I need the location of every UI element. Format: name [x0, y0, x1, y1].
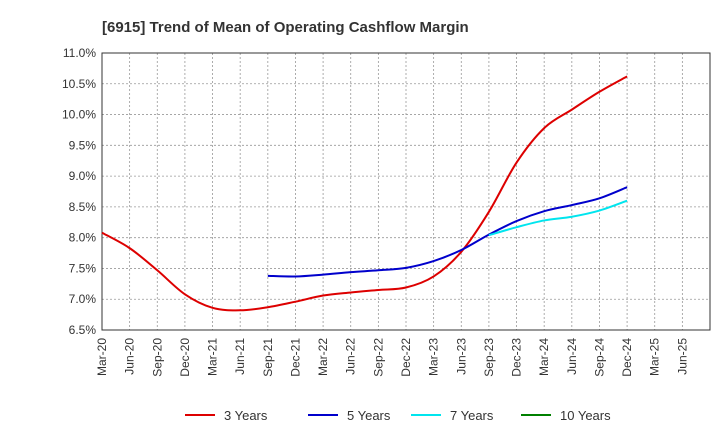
x-tick-label: Jun-21 — [233, 338, 247, 375]
y-tick-label: 8.5% — [69, 200, 97, 214]
x-tick-label: Sep-22 — [371, 338, 385, 377]
x-tick-label: Jun-20 — [123, 338, 137, 375]
x-tick-label: Sep-23 — [482, 338, 496, 377]
x-tick-label: Sep-24 — [592, 338, 606, 377]
x-tick-label: Dec-24 — [620, 338, 634, 377]
series-line-7-years — [488, 199, 628, 237]
y-tick-label: 7.0% — [69, 292, 97, 306]
x-tick-label: Dec-22 — [399, 338, 413, 377]
x-tick-label: Jun-25 — [675, 338, 689, 375]
y-tick-label: 8.0% — [69, 231, 97, 245]
series-line-3-years — [101, 75, 628, 312]
x-tick-label: Mar-25 — [648, 338, 662, 376]
legend-label-5-years: 5 Years — [347, 408, 391, 423]
x-tick-label: Jun-23 — [454, 338, 468, 375]
x-tick-label: Jun-24 — [565, 338, 579, 375]
plot-area: Mar-20 Jun-20 Sep-20 Dec-20 Mar-21 Jun-21 Sep-… — [62, 46, 711, 377]
x-tick-label: Dec-23 — [510, 338, 524, 377]
legend: 3 Years 5 Years 7 Years 10 Years — [185, 408, 611, 423]
y-tick-label: 10.5% — [62, 77, 96, 91]
plot-frame — [101, 52, 711, 331]
x-tick-label: Mar-23 — [427, 338, 441, 376]
legend-label-3-years: 3 Years — [224, 408, 268, 423]
plot-border — [101, 52, 711, 331]
x-tick-label: Sep-21 — [261, 338, 275, 377]
y-tick-label: 9.5% — [69, 138, 97, 152]
legend-label-7-years: 7 Years — [450, 408, 494, 423]
series-line-5-years — [267, 186, 628, 278]
x-tick-label: Sep-20 — [150, 338, 164, 377]
x-tick-label: Mar-20 — [95, 338, 109, 376]
legend-label-10-years: 10 Years — [560, 408, 611, 423]
x-tick-label: Dec-20 — [178, 338, 192, 377]
y-tick-label: 9.0% — [69, 169, 97, 183]
y-tick-label: 10.0% — [62, 108, 96, 122]
chart-title: [6915] Trend of Mean of Operating Cashfl… — [102, 19, 469, 36]
x-tick-label: Jun-22 — [344, 338, 358, 375]
x-tick-label: Dec-21 — [288, 338, 302, 377]
x-tick-label: Mar-24 — [537, 338, 551, 376]
x-tick-label: Mar-21 — [206, 338, 220, 376]
x-tick-label: Mar-22 — [316, 338, 330, 376]
y-tick-label: 11.0% — [63, 46, 96, 60]
y-tick-label: 7.5% — [69, 261, 97, 275]
y-tick-label: 6.5% — [69, 323, 97, 337]
